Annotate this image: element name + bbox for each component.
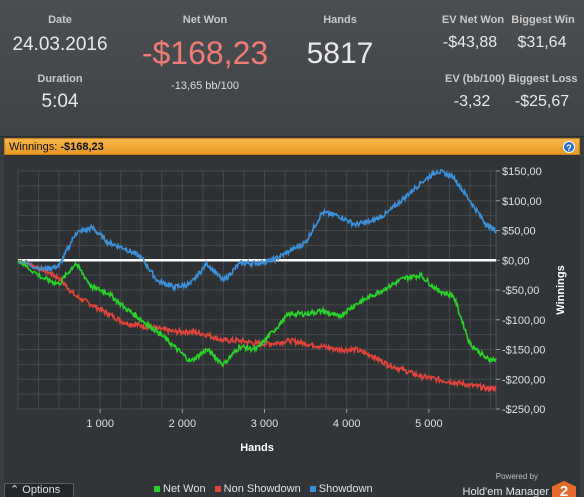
winnings-chart: 1 000 2 000 3 000 4 000 5 000 $150,00 $100,00 $… xyxy=(4,155,580,497)
powered-by-text: Powered by xyxy=(495,472,538,481)
winnings-bar: Winnings: -$168,23 ? xyxy=(4,138,580,155)
x-axis-label: Hands xyxy=(240,442,274,454)
net-won-bb100: -13,65 bb/100 xyxy=(171,80,239,92)
legend-item-net-won[interactable]: Net Won xyxy=(148,483,206,495)
net-won-value: -$168,23 xyxy=(141,35,269,71)
y-tick-label: -$250,00 xyxy=(502,404,545,416)
options-button[interactable]: ⌃ Options xyxy=(4,483,74,497)
legend-swatch-net-won xyxy=(154,485,160,492)
ev-bb100-label: EV (bb/100) xyxy=(445,73,505,85)
brand-name: Hold'em Manager xyxy=(462,486,549,497)
options-label: Options xyxy=(22,484,61,496)
ev-net-won-value: -$43,88 xyxy=(442,34,498,51)
y-tick-label: -$200,00 xyxy=(502,374,545,386)
y-tick-label: -$100,00 xyxy=(502,315,545,327)
series-line-net-won xyxy=(17,259,497,368)
chevron-up-icon: ⌃ xyxy=(10,484,20,496)
y-tick-label: $100,00 xyxy=(502,196,542,208)
chart-legend: Net Won Non Showdown Showdown xyxy=(148,483,373,495)
biggest-loss-label: Biggest Loss xyxy=(508,73,578,85)
ev-bb100-value: -3,32 xyxy=(453,93,491,110)
date-label: Date xyxy=(48,14,72,26)
winnings-bar-label: Winnings: xyxy=(9,141,58,153)
summary-panel: Date 24.03.2016 Duration 5:04 Net Won -$… xyxy=(0,0,584,137)
date-value: 24.03.2016 xyxy=(12,34,108,55)
legend-label-showdown: Showdown xyxy=(318,483,373,495)
hm2-logo-icon: 2 xyxy=(552,481,576,497)
x-tick-label: 1 000 xyxy=(86,418,114,430)
duration-label: Duration xyxy=(37,73,83,85)
legend-label-non-showdown: Non Showdown xyxy=(223,483,301,495)
y-tick-label: $50,00 xyxy=(502,226,536,238)
y-tick-label: -$50,00 xyxy=(502,285,539,297)
y-tick-label: $150,00 xyxy=(502,166,542,178)
x-tick-label: 2 000 xyxy=(169,418,197,430)
legend-item-showdown[interactable]: Showdown xyxy=(304,483,373,495)
ev-net-won-label: EV Net Won xyxy=(441,14,505,26)
y-tick-label: -$150,00 xyxy=(502,345,545,357)
legend-swatch-showdown xyxy=(309,485,316,492)
x-tick-label: 5 000 xyxy=(415,418,443,430)
legend-swatch-non-showdown xyxy=(214,485,221,492)
series-line-showdown xyxy=(17,168,497,293)
x-tick-label: 4 000 xyxy=(333,418,361,430)
legend-label-net-won: Net Won xyxy=(163,483,206,495)
series-line-non-showdown xyxy=(17,259,497,393)
legend-item-non-showdown[interactable]: Non Showdown xyxy=(209,483,301,495)
hands-value: 5817 xyxy=(306,37,374,70)
net-won-label: Net Won xyxy=(182,14,228,26)
help-icon[interactable]: ? xyxy=(563,141,575,153)
x-tick-label: 3 000 xyxy=(251,418,279,430)
y-axis-label: Winnings xyxy=(555,265,567,314)
biggest-win-value: $31,64 xyxy=(517,34,567,51)
biggest-loss-value: -$25,67 xyxy=(514,93,570,110)
brand-logo: Powered by Hold'em Manager 2 xyxy=(463,472,576,497)
duration-value: 5:04 xyxy=(41,91,79,112)
biggest-win-label: Biggest Win xyxy=(511,14,575,26)
winnings-bar-value: -$168,23 xyxy=(60,141,104,153)
hands-label: Hands xyxy=(323,14,357,26)
winnings-chart-svg: 1 000 2 000 3 000 4 000 5 000 $150,00 $100,00 $… xyxy=(17,166,567,454)
y-tick-label: $0,00 xyxy=(502,255,530,267)
